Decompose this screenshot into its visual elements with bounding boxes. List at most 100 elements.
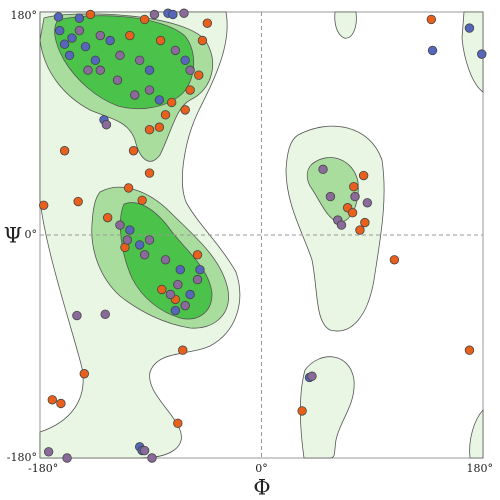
x-tick-label: 0°: [255, 462, 268, 475]
point: [180, 300, 190, 311]
point: [165, 289, 176, 300]
point: [155, 35, 166, 46]
point: [307, 371, 317, 381]
point: [64, 50, 75, 61]
point: [137, 195, 147, 206]
point: [72, 310, 82, 321]
point: [180, 105, 190, 115]
point: [360, 217, 370, 228]
y-axis-label: Ψ: [4, 224, 22, 248]
point: [54, 25, 65, 36]
point: [59, 39, 70, 49]
point: [336, 220, 347, 230]
point: [464, 23, 475, 33]
point: [168, 9, 178, 20]
point: [154, 122, 165, 132]
point: [427, 45, 438, 56]
x-tick-label: 180°: [467, 462, 494, 475]
point: [47, 395, 58, 405]
point: [194, 70, 204, 80]
point: [144, 85, 155, 95]
point: [192, 274, 203, 285]
point: [59, 146, 70, 156]
point: [170, 305, 181, 316]
point: [154, 95, 165, 105]
point: [157, 284, 167, 295]
point: [95, 65, 105, 75]
point: [38, 200, 49, 210]
point: [297, 406, 307, 416]
point: [123, 183, 134, 193]
point: [349, 181, 359, 192]
point: [358, 170, 369, 181]
point: [73, 196, 83, 207]
point: [179, 8, 189, 18]
point: [125, 30, 135, 41]
point: [160, 110, 171, 120]
point: [74, 25, 85, 36]
point: [115, 220, 125, 230]
point: [173, 279, 183, 290]
point: [90, 55, 101, 66]
point: [362, 198, 373, 208]
point: [144, 235, 155, 245]
allowed-region: [334, 11, 357, 39]
point: [102, 212, 113, 223]
point: [347, 207, 358, 218]
point: [192, 250, 203, 260]
point: [53, 12, 64, 22]
point: [74, 13, 85, 23]
point: [170, 45, 181, 56]
point: [185, 85, 195, 95]
point: [175, 264, 185, 275]
point: [477, 49, 487, 59]
point: [43, 447, 54, 457]
point: [139, 250, 150, 260]
point: [149, 9, 160, 20]
point: [95, 30, 105, 41]
point: [144, 124, 155, 135]
point: [134, 55, 145, 66]
point: [79, 369, 90, 379]
point: [166, 97, 177, 108]
point: [173, 418, 183, 429]
allowed-region: [299, 356, 355, 459]
point: [144, 65, 155, 75]
point: [83, 65, 93, 75]
point: [355, 225, 365, 235]
x-axis-label: Φ: [253, 476, 270, 500]
point: [112, 75, 123, 85]
y-tick-label: 180°: [11, 9, 38, 22]
point: [180, 55, 190, 66]
point: [144, 168, 155, 178]
y-tick-label: 0°: [25, 228, 38, 241]
point: [56, 398, 66, 409]
point: [122, 235, 133, 245]
point: [202, 18, 213, 28]
point: [125, 225, 135, 235]
point: [350, 191, 360, 202]
point: [139, 445, 150, 456]
point: [101, 120, 112, 130]
point: [389, 255, 400, 265]
point: [80, 41, 91, 52]
point: [139, 14, 150, 25]
point: [85, 9, 96, 20]
point: [178, 345, 188, 355]
point: [185, 65, 195, 75]
point: [426, 14, 437, 25]
point: [185, 289, 195, 300]
point: [128, 146, 139, 156]
point: [318, 164, 328, 175]
point: [325, 191, 336, 202]
point: [195, 264, 205, 275]
point: [134, 240, 145, 250]
point: [197, 35, 208, 46]
x-tick-label: -180°: [28, 462, 58, 475]
point: [105, 35, 115, 46]
y-tick-label: -180°: [7, 451, 37, 464]
point: [100, 309, 110, 319]
point: [115, 50, 125, 61]
point: [464, 345, 475, 355]
